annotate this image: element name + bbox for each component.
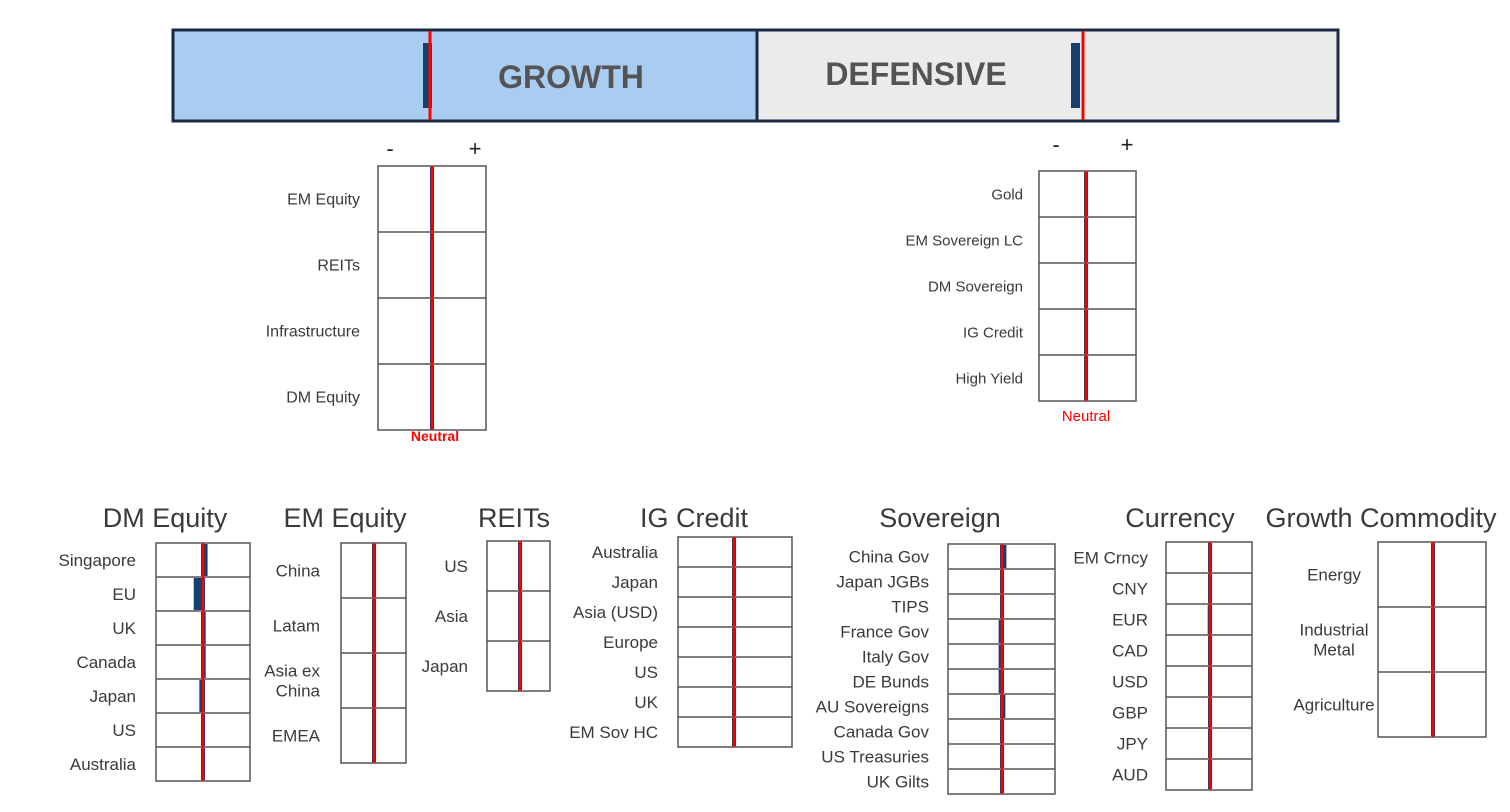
label-china-gov: China Gov xyxy=(849,547,930,566)
label-jpy: JPY xyxy=(1117,734,1148,753)
label-em-equity: EM Equity xyxy=(287,192,360,209)
label-japan: Japan xyxy=(90,687,136,706)
currency-chart: Currency EM Crncy CNY EUR CAD USD GBP JPY AUD xyxy=(1073,503,1253,791)
bar-eu xyxy=(193,578,205,610)
label-aud: AUD xyxy=(1112,765,1148,784)
label-dm-sovereign: DM Sovereign xyxy=(928,278,1023,295)
sovereign-chart: Sovereign China Gov Japan JGBs TIPS France G… xyxy=(816,503,1056,795)
sovereign-title: Sovereign xyxy=(879,503,1001,533)
label-emea: EMEA xyxy=(272,726,321,745)
dm-equity-chart: DM Equity Singapore EU UK Canada Japan US Austr… xyxy=(58,503,251,782)
defensive-label: DEFENSIVE xyxy=(825,56,1006,92)
label-asia-usd: Asia (USD) xyxy=(573,603,658,622)
em-equity-title: EM Equity xyxy=(283,503,407,533)
growth-commodity-title: Growth Commodity xyxy=(1265,503,1497,533)
label-france-gov: France Gov xyxy=(840,622,929,641)
label-canada-gov: Canada Gov xyxy=(834,722,930,741)
growth-plus-label: + xyxy=(469,136,482,161)
label-us: US xyxy=(112,721,136,740)
label-cad: CAD xyxy=(1112,641,1148,660)
label-gbp: GBP xyxy=(1112,703,1148,722)
ig-credit-title: IG Credit xyxy=(640,503,749,533)
label-eu: EU xyxy=(112,585,136,604)
label-us-treasuries: US Treasuries xyxy=(821,747,929,766)
reits-title: REITs xyxy=(478,503,550,533)
allocation-banner: GROWTH DEFENSIVE xyxy=(171,28,1340,123)
growth-commodity-chart: Growth Commodity Energy Industrial Metal Agr… xyxy=(1265,503,1497,738)
label-uk: UK xyxy=(634,693,658,712)
label-reits: REITs xyxy=(317,258,360,275)
label-usd: USD xyxy=(1112,672,1148,691)
label-energy: Energy xyxy=(1307,565,1361,584)
defensive-assets-frame xyxy=(1038,170,1137,402)
label-canada: Canada xyxy=(76,653,136,672)
label-uk: UK xyxy=(112,619,136,638)
label-em-sovereign-lc: EM Sovereign LC xyxy=(905,232,1023,249)
defensive-neutral-label: Neutral xyxy=(1062,408,1110,425)
label-eur: EUR xyxy=(1112,610,1148,629)
label-infrastructure: Infrastructure xyxy=(266,324,360,341)
label-europe: Europe xyxy=(603,633,658,652)
growth-position-bar xyxy=(423,43,432,108)
reits-frame xyxy=(486,540,551,692)
label-australia: Australia xyxy=(592,543,659,562)
label-italy-gov: Italy Gov xyxy=(862,647,930,666)
growth-minus-label: - xyxy=(386,136,393,161)
label-au-sovereigns: AU Sovereigns xyxy=(816,697,929,716)
defensive-position-bar xyxy=(1071,43,1080,108)
reits-chart: REITs US Asia Japan xyxy=(422,503,551,692)
label-ig-credit: IG Credit xyxy=(963,324,1024,341)
label-china: China xyxy=(276,561,321,580)
label-cny: CNY xyxy=(1112,579,1148,598)
label-dm-equity: DM Equity xyxy=(286,390,360,407)
label-japan: Japan xyxy=(612,573,658,592)
label-de-bunds: DE Bunds xyxy=(852,672,929,691)
label-singapore: Singapore xyxy=(58,551,136,570)
label-em-crncy: EM Crncy xyxy=(1073,548,1148,567)
label-japan-jgbs: Japan JGBs xyxy=(836,572,929,591)
em-equity-chart: EM Equity China Latam Asia ex China EMEA xyxy=(264,503,407,764)
label-tips: TIPS xyxy=(891,597,929,616)
label-japan: Japan xyxy=(422,657,468,676)
label-asia-ex-china: Asia ex China xyxy=(264,661,320,700)
label-us: US xyxy=(634,663,658,682)
growth-neutral-label: Neutral xyxy=(411,428,459,444)
label-us: US xyxy=(444,557,468,576)
currency-title: Currency xyxy=(1125,503,1235,533)
defensive-minus-label: - xyxy=(1052,132,1059,157)
growth-assets-chart: EM Equity REITs Infrastructure DM Equity xyxy=(266,165,487,431)
ig-credit-chart: IG Credit Australia Japan Asia (USD) Europe U… xyxy=(569,503,793,748)
label-uk-gilts: UK Gilts xyxy=(867,772,929,791)
label-australia: Australia xyxy=(70,755,137,774)
label-industrial-metal: Industrial Metal xyxy=(1300,620,1369,659)
defensive-panel xyxy=(755,28,1340,123)
label-latam: Latam xyxy=(273,616,320,635)
label-high-yield: High Yield xyxy=(955,370,1023,387)
label-em-sov-hc: EM Sov HC xyxy=(569,723,658,742)
bar-singapore xyxy=(201,544,208,576)
dm-equity-title: DM Equity xyxy=(103,503,228,533)
growth-label: GROWTH xyxy=(498,59,644,95)
growth-panel xyxy=(171,28,759,123)
label-gold: Gold xyxy=(991,186,1023,203)
label-agriculture: Agriculture xyxy=(1293,695,1374,714)
defensive-plus-label: + xyxy=(1121,132,1134,157)
defensive-assets-chart: Gold EM Sovereign LC DM Sovereign IG Credit… xyxy=(905,170,1137,402)
label-asia: Asia xyxy=(435,607,469,626)
